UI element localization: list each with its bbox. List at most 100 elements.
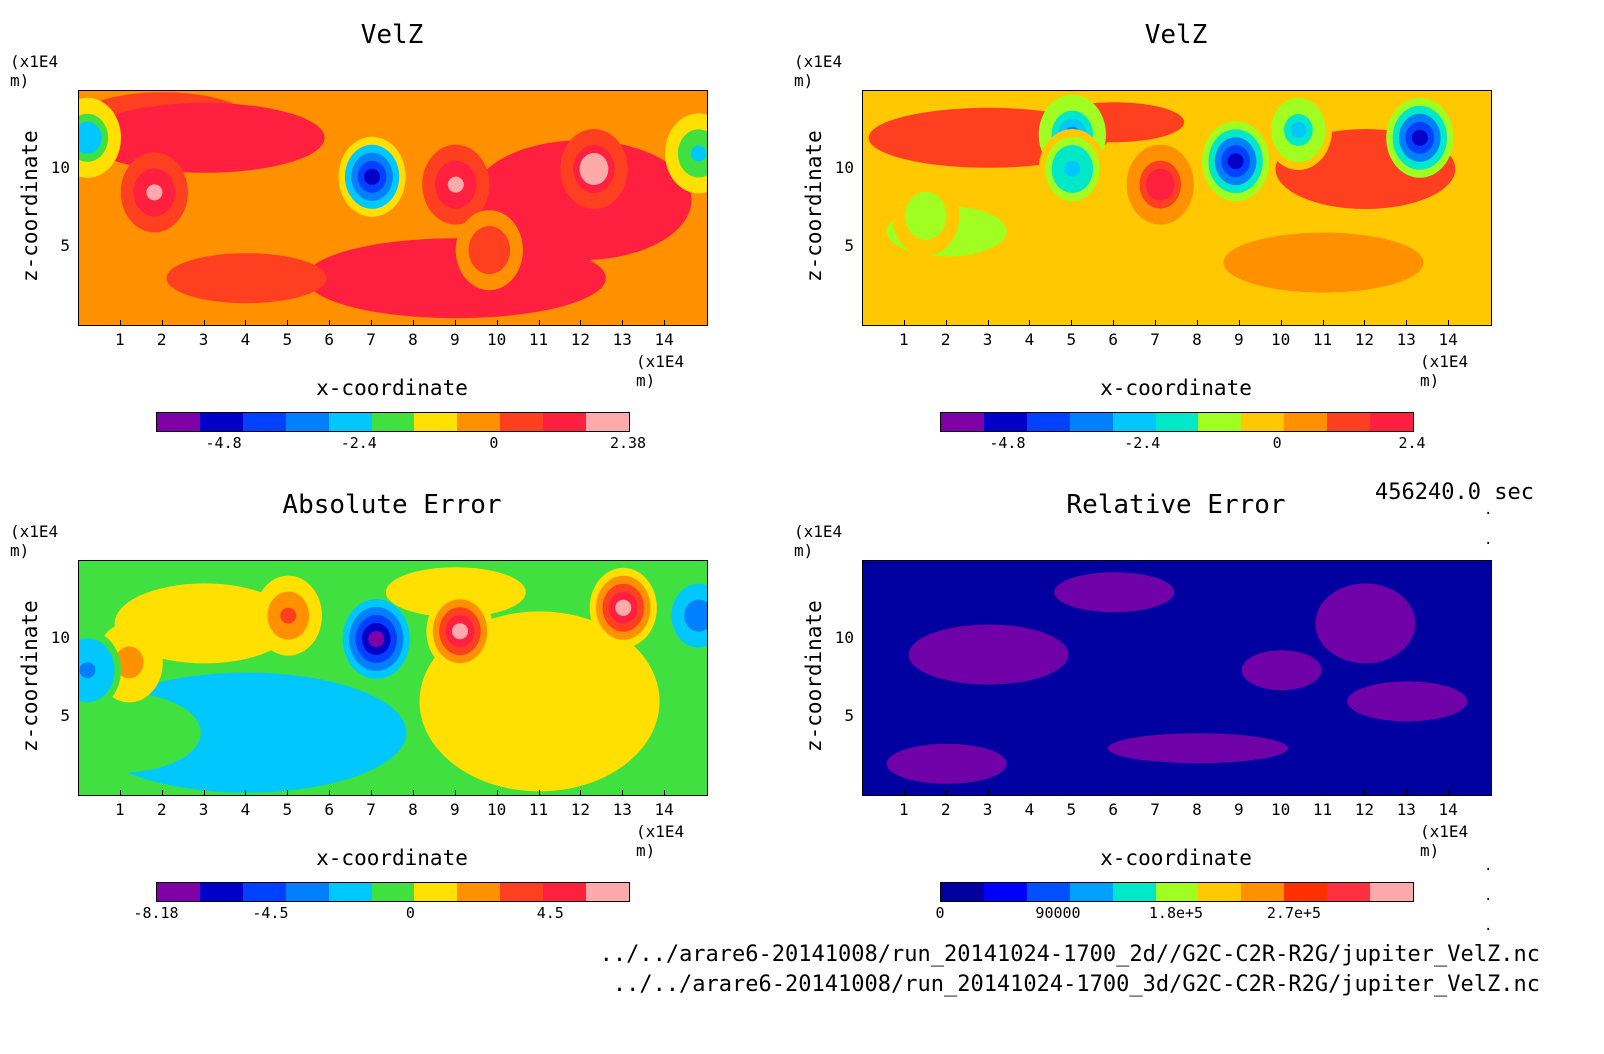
x-tick-mark <box>987 320 989 326</box>
x-tick-mark <box>119 790 121 796</box>
contour-blob <box>364 168 381 185</box>
y-unit-label: (x1E4 m) <box>794 522 843 560</box>
y-unit-label: (x1E4 m) <box>10 52 59 90</box>
colorbar-swatch <box>941 883 984 901</box>
contour-region <box>305 238 606 319</box>
x-unit-label: (x1E4 m) <box>636 822 685 860</box>
x-tick-mark <box>538 790 540 796</box>
colorbar-tick-label: 2.4 <box>1398 434 1426 452</box>
x-tick-mark <box>287 790 289 796</box>
colorbar-swatch <box>414 413 458 431</box>
x-tick-label: 7 <box>366 330 376 349</box>
x-tick-label: 13 <box>1396 330 1416 349</box>
x-tick-label: 14 <box>1438 330 1458 349</box>
x-tick-mark <box>1280 790 1282 796</box>
x-tick-label: 6 <box>1108 330 1118 349</box>
heatmap-svg <box>863 561 1491 795</box>
x-tick-label: 5 <box>1066 800 1077 819</box>
colorbar-tick-label: 0 <box>1272 434 1282 452</box>
x-tick-mark <box>987 790 989 796</box>
x-tick-label: 13 <box>612 330 632 349</box>
contour-blob <box>690 145 707 162</box>
contour-blob <box>1227 153 1244 170</box>
x-tick-mark <box>1196 790 1198 796</box>
x-tick-mark <box>161 790 163 796</box>
colorbar <box>156 412 630 432</box>
colorbar-swatch <box>1241 413 1285 431</box>
colorbar-swatch <box>543 883 587 901</box>
x-tick-mark <box>1280 320 1282 326</box>
y-tick-label: 5 <box>844 236 854 255</box>
contour-blob <box>368 631 385 647</box>
plot-area <box>78 560 708 796</box>
contour-blob <box>481 242 498 259</box>
colorbar-swatch <box>1370 883 1413 901</box>
x-tick-mark <box>1364 790 1366 796</box>
x-tick-label: 3 <box>198 800 209 819</box>
contour-region <box>1241 650 1322 691</box>
contour-blob <box>121 654 138 671</box>
x-axis-label: x-coordinate <box>316 846 468 870</box>
x-tick-mark <box>1448 320 1450 326</box>
y-axis-label: z-coordinate <box>18 600 42 752</box>
y-tick-label: 10 <box>834 158 854 177</box>
colorbar-tick-label: 90000 <box>1035 904 1081 922</box>
colorbar-tick-label: -2.4 <box>340 434 377 452</box>
x-tick-label: 14 <box>654 330 674 349</box>
y-axis-label: z-coordinate <box>18 130 42 282</box>
x-tick-label: 3 <box>982 330 993 349</box>
colorbar-swatch <box>983 413 1027 431</box>
colorbar-swatch <box>983 883 1027 901</box>
x-tick-label: 13 <box>1396 800 1416 819</box>
contour-blob <box>1411 129 1428 146</box>
colorbar-swatch <box>500 883 544 901</box>
x-tick-mark <box>580 790 582 796</box>
x-tick-label: 8 <box>1192 330 1202 349</box>
x-tick-label: 6 <box>1108 800 1118 819</box>
colorbar-swatch <box>328 413 372 431</box>
x-tick-label: 3 <box>982 800 993 819</box>
x-tick-mark <box>622 320 624 326</box>
chart-title: Absolute Error <box>282 490 502 520</box>
contour-region <box>886 743 1007 784</box>
contour-region <box>79 692 201 773</box>
colorbar-tick-label: 0 <box>489 434 499 452</box>
x-tick-label: 7 <box>366 800 376 819</box>
x-tick-mark <box>496 320 498 326</box>
x-axis-label: x-coordinate <box>1100 846 1252 870</box>
colorbar-swatch <box>1069 883 1113 901</box>
y-axis-label: z-coordinate <box>802 130 826 282</box>
contour-blob <box>280 607 297 624</box>
x-tick-mark <box>945 790 947 796</box>
y-tick-label: 10 <box>50 628 70 647</box>
colorbar-swatch <box>1327 413 1371 431</box>
x-tick-label: 11 <box>528 330 549 349</box>
x-tick-label: 13 <box>612 800 632 819</box>
colorbar <box>156 882 630 902</box>
colorbar-swatch <box>1155 413 1199 431</box>
file-path-2d: ../../arare6-20141008/run_20141024-1700_… <box>599 942 1540 967</box>
x-tick-mark <box>903 320 905 326</box>
x-tick-label: 10 <box>487 800 507 819</box>
x-tick-label: 14 <box>1438 800 1458 819</box>
colorbar-swatch <box>1370 413 1413 431</box>
x-tick-mark <box>1155 790 1157 796</box>
contour-blob <box>447 176 464 193</box>
x-tick-label: 7 <box>1150 330 1160 349</box>
x-tick-label: 2 <box>156 330 167 349</box>
x-tick-mark <box>945 320 947 326</box>
y-unit-label: (x1E4 m) <box>10 522 59 560</box>
contour-blob <box>1152 176 1169 193</box>
colorbar <box>940 882 1414 902</box>
contour-blob <box>451 623 468 640</box>
x-tick-label: 1 <box>899 330 909 349</box>
x-tick-mark <box>1113 790 1115 796</box>
x-tick-mark <box>1029 790 1031 796</box>
colorbar-tick-label: 0 <box>935 904 945 922</box>
colorbar-swatch <box>157 883 200 901</box>
colorbar-tick-label: -4.8 <box>989 434 1026 452</box>
x-tick-mark <box>1364 320 1366 326</box>
x-tick-label: 8 <box>408 800 418 819</box>
x-tick-mark <box>1406 790 1408 796</box>
x-tick-label: 9 <box>449 800 460 819</box>
